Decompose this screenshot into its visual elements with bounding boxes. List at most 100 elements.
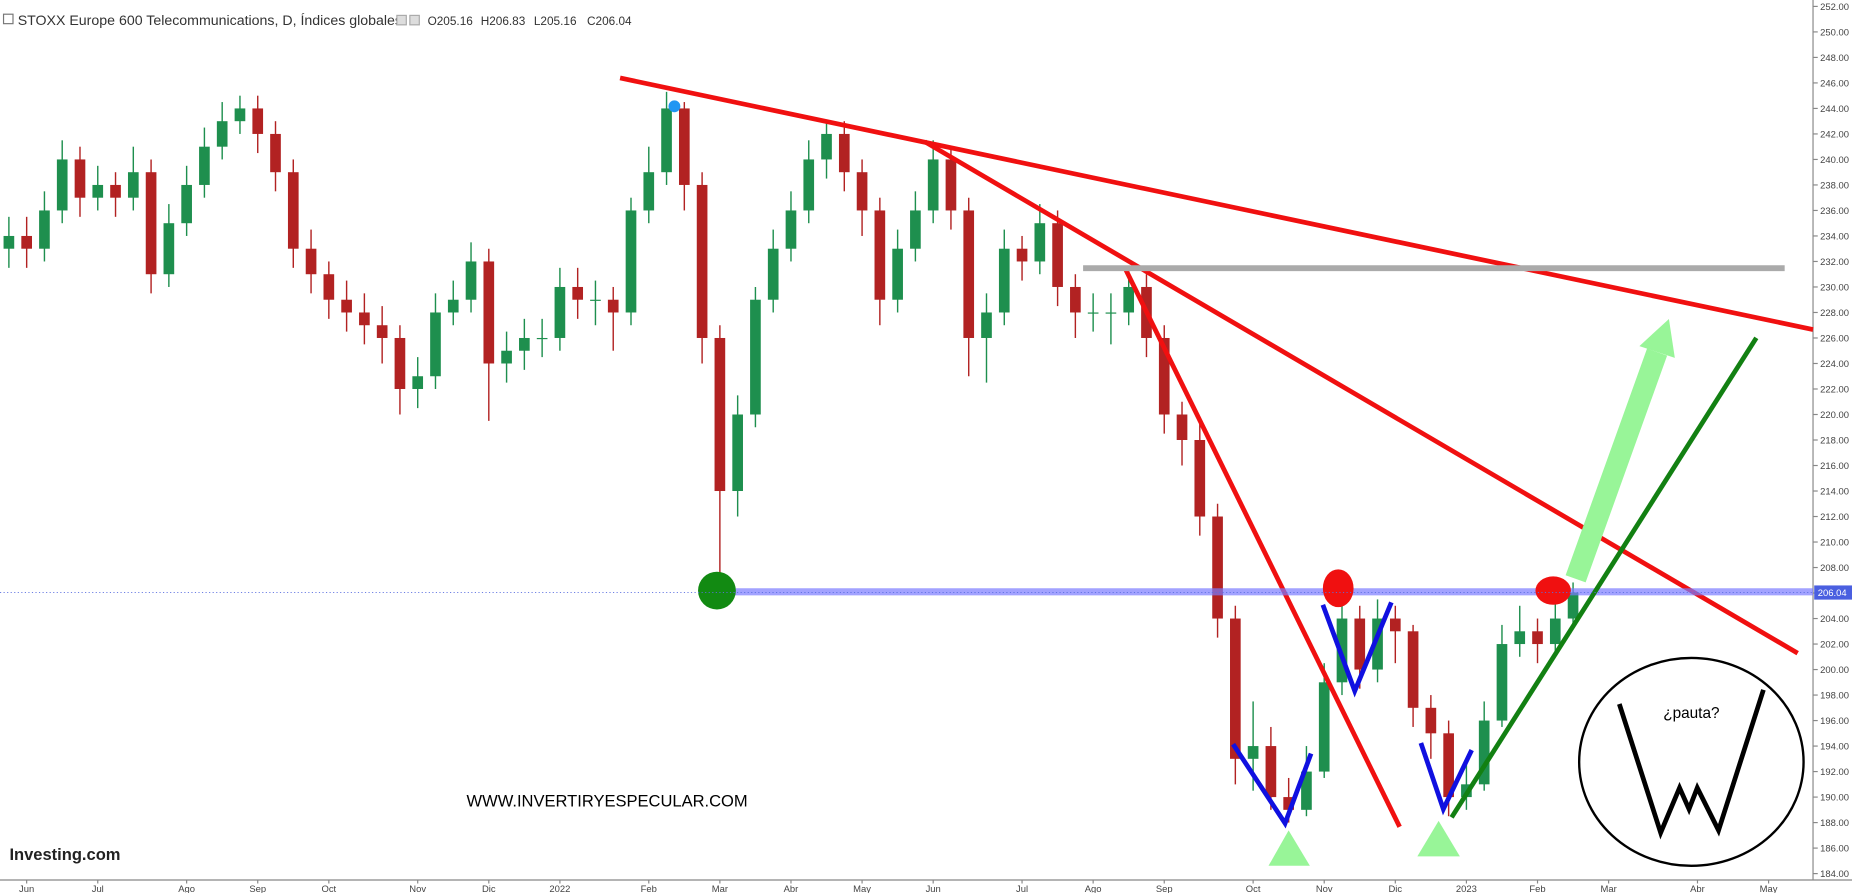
candle-body [92, 184, 104, 198]
y-tick-label: 238.00 [1820, 180, 1849, 191]
candle-body [56, 159, 68, 211]
y-tick-label: 234.00 [1820, 232, 1849, 243]
trend-line [619, 75, 1814, 332]
y-tick-label: 228.00 [1820, 308, 1849, 319]
w-shape [1617, 689, 1766, 840]
candle-body [696, 184, 708, 338]
candle-body [1283, 797, 1295, 810]
candle-body [430, 312, 441, 377]
candle-body [145, 172, 157, 275]
candle-body [199, 146, 210, 185]
y-tick-label: 250.00 [1820, 27, 1849, 38]
candle-body [1425, 707, 1437, 734]
candle-body [1247, 746, 1259, 759]
x-tick-label: May [1760, 884, 1778, 893]
candle-body [1389, 618, 1401, 632]
x-tick-label: Sep [249, 884, 266, 893]
candles [3, 91, 1579, 823]
candle-body [1372, 618, 1383, 670]
x-tick-label: Jul [92, 884, 104, 893]
candle-body [1194, 440, 1206, 517]
candle-body [803, 159, 815, 211]
v-shape [1231, 742, 1314, 829]
y-tick-label: 224.00 [1820, 359, 1849, 370]
v-shape [1320, 601, 1394, 698]
candle-body [110, 184, 121, 198]
ohlc-value: C206.04 [587, 14, 632, 28]
x-tick-label: Oct [1246, 884, 1261, 893]
y-tick-label: 242.00 [1820, 129, 1849, 140]
x-tick-label: 2022 [549, 884, 570, 893]
candle-body [1443, 733, 1454, 798]
y-tick-label: 232.00 [1820, 257, 1849, 268]
header-icon[interactable] [396, 14, 407, 26]
y-tick-label: 186.00 [1820, 844, 1849, 855]
y-tick-label: 220.00 [1820, 410, 1849, 421]
triangle [1417, 820, 1460, 857]
candle-body [590, 299, 601, 301]
ohlc-value: H206.83 [481, 14, 526, 28]
candle-body [1567, 592, 1579, 619]
ohlc-legend: O205.16 H206.83 L205.16 C206.04 [428, 14, 632, 28]
collapse-icon[interactable] [2, 13, 14, 25]
y-tick-label: 184.00 [1820, 869, 1849, 880]
candle-body [3, 235, 15, 249]
candle-body [785, 210, 797, 249]
x-tick-label: Sep [1156, 884, 1173, 893]
candle-body [536, 337, 548, 340]
candle-body [181, 184, 192, 224]
candle-body [465, 261, 477, 300]
y-tick-label: 236.00 [1820, 206, 1849, 217]
candle-body [270, 133, 281, 173]
y-tick-label: 214.00 [1820, 487, 1849, 498]
candle-body [74, 159, 86, 198]
x-tick-label: Jun [19, 884, 34, 893]
x-tick-label: Nov [409, 884, 426, 893]
candle-body [1407, 631, 1419, 708]
marker-ellipse [1322, 569, 1354, 608]
last-price-box [1814, 585, 1852, 600]
x-tick-label: Dic [482, 884, 496, 893]
x-tick-label: Nov [1316, 884, 1333, 893]
x-tick-label: Jul [1016, 884, 1028, 893]
candle-body [661, 108, 672, 173]
candle-body [1301, 771, 1312, 810]
candle-body [1318, 682, 1330, 772]
y-tick-label: 248.00 [1820, 53, 1849, 64]
y-tick-label: 230.00 [1820, 283, 1849, 294]
y-tick-label: 198.00 [1820, 691, 1849, 702]
candle-body [554, 286, 566, 338]
candle-body [234, 108, 246, 122]
candle-body [412, 376, 424, 389]
candle-body [1212, 516, 1223, 619]
drawings [619, 75, 1814, 867]
chart-title: STOXX Europe 600 Telecommunications, D, … [18, 12, 402, 29]
y-tick-label: 192.00 [1820, 767, 1849, 778]
candle-body [1478, 720, 1490, 785]
candle-body [945, 159, 957, 211]
x-tick-label: Oct [321, 884, 336, 893]
header-icon[interactable] [409, 14, 420, 26]
y-tick-label: 188.00 [1820, 818, 1849, 829]
candle-body [838, 133, 850, 173]
candle-body [643, 172, 655, 211]
trend-line [1122, 265, 1402, 828]
candle-body [607, 299, 619, 313]
source-logo: Investing.com [9, 845, 120, 864]
candle-body [714, 337, 726, 492]
candle-body [856, 172, 868, 211]
candle-body [874, 210, 886, 300]
candle-body [1265, 746, 1277, 798]
candle-body [1158, 337, 1170, 415]
candle-body [21, 235, 32, 249]
y-tick-label: 240.00 [1820, 155, 1849, 166]
triangle [1268, 830, 1310, 866]
candle-body [1087, 312, 1099, 314]
y-tick-label: 204.00 [1820, 614, 1849, 625]
x-tick-label: Dic [1388, 884, 1402, 893]
candle-body [447, 299, 459, 313]
x-tick-label: Mar [712, 884, 728, 893]
